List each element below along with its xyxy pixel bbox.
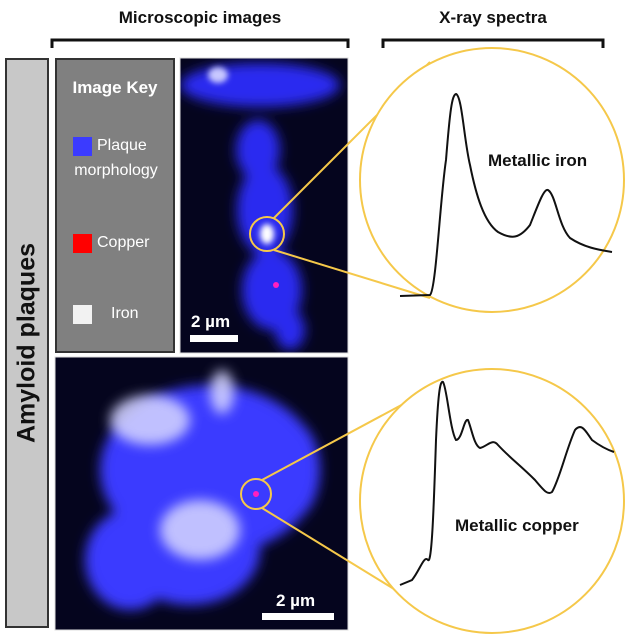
microscopy-image-bottom: [55, 357, 348, 630]
spectrum-label-iron: Metallic iron: [488, 151, 588, 170]
plaque-swatch: [73, 137, 92, 156]
scale-bar-top: [190, 335, 238, 342]
image-key-title: Image Key: [72, 78, 158, 97]
bracket-xray: [381, 38, 605, 48]
iron-swatch: [73, 305, 92, 324]
copper-swatch: [73, 234, 92, 253]
amyloid-plaques-label-bar: Amyloid plaques: [5, 58, 49, 628]
zoom-circle-small-top: [249, 216, 285, 252]
spectrum-iron: [399, 92, 613, 297]
scale-bar-bottom: [262, 613, 334, 620]
scale-label-top: 2 µm: [191, 312, 231, 331]
iron-label: Iron: [111, 305, 139, 322]
scale-label-bottom: 2 µm: [276, 591, 316, 610]
microscopic-images-header: Microscopic images: [118, 8, 282, 27]
spectrum-label-copper: Metallic copper: [455, 516, 579, 535]
plaque-label-2: morphology: [74, 162, 158, 179]
copper-label: Copper: [97, 234, 150, 251]
zoom-circle-large-top: [359, 47, 625, 313]
microscopy-image-top: [180, 58, 348, 353]
image-key-panel: Image Key Plaque morphology Copper Iron: [55, 58, 175, 353]
xray-spectra-header: X-ray spectra: [439, 8, 547, 27]
bracket-microscopic: [50, 38, 350, 48]
spectrum-copper: [399, 380, 615, 586]
zoom-circle-large-bottom: [359, 368, 625, 634]
plaque-label-1: Plaque: [97, 137, 147, 154]
zoom-circle-small-bottom: [240, 478, 272, 510]
side-label: Amyloid plaques: [12, 242, 41, 444]
